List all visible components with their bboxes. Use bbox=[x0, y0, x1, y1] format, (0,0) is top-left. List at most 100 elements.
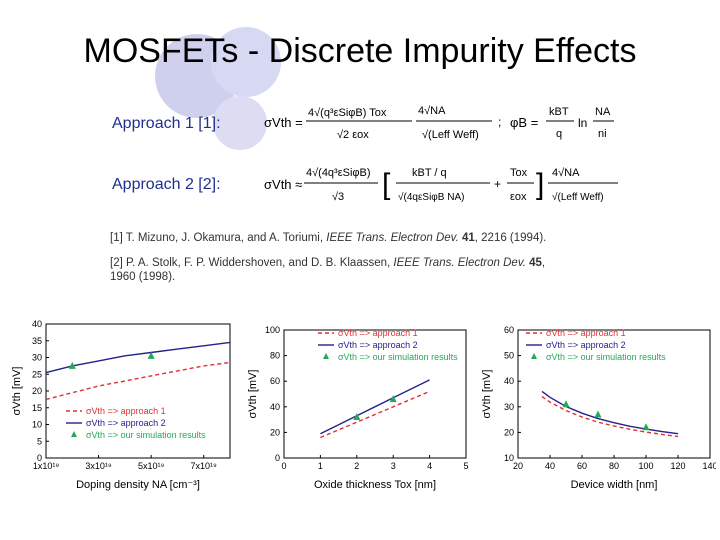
legend-label: σVth => approach 1 bbox=[338, 328, 418, 338]
chart-oxide-thickness: 0 20 40 60 80 100 0 1 2 3 4 5 Oxide thickness Tox [n… bbox=[247, 325, 469, 491]
series-line-2 bbox=[320, 379, 430, 435]
series-line-1 bbox=[45, 361, 231, 401]
f1-root-num: 4√NA bbox=[418, 105, 446, 117]
x-tick-label: 5 bbox=[463, 461, 468, 471]
legend-label: σVth => approach 2 bbox=[86, 418, 166, 428]
approach-2-label: Approach 2 [2]: bbox=[112, 176, 221, 193]
y-tick-label: 100 bbox=[265, 325, 280, 335]
x-tick-label: 140 bbox=[702, 461, 716, 471]
y-tick-label: 60 bbox=[270, 376, 280, 386]
formula-approach-2: σVth ≈ 4√(4q³εSiφB) √3 [ kBT / q √(4qεSi… bbox=[264, 167, 618, 203]
legend-swatch bbox=[71, 431, 77, 437]
f1-phi-num: kBT bbox=[549, 106, 569, 118]
data-point bbox=[594, 410, 602, 418]
y-tick-label: 10 bbox=[32, 420, 42, 430]
legend-label: σVth => our simulation results bbox=[338, 352, 458, 362]
x-tick-label: 5x10¹⁹ bbox=[138, 461, 165, 471]
data-point bbox=[68, 361, 76, 369]
ref2-rest: , bbox=[541, 257, 546, 269]
legend-swatch bbox=[323, 353, 329, 359]
f1-ln-den: ni bbox=[598, 128, 607, 140]
f1-ln: ln bbox=[578, 116, 587, 130]
y-tick-label: 80 bbox=[270, 351, 280, 361]
y-tick-label: 50 bbox=[504, 351, 514, 361]
x-axis-label: Oxide thickness Tox [nm] bbox=[314, 479, 436, 491]
x-tick-label: 1 bbox=[318, 461, 323, 471]
y-tick-label: 40 bbox=[32, 319, 42, 329]
series-line-2 bbox=[45, 341, 231, 374]
legend-swatch bbox=[531, 353, 537, 359]
y-tick-label: 15 bbox=[32, 403, 42, 413]
series-line-1 bbox=[320, 390, 430, 439]
y-tick-label: 25 bbox=[32, 369, 42, 379]
x-tick-label: 120 bbox=[670, 461, 685, 471]
f2-bracket-left: [ bbox=[382, 168, 391, 201]
x-axis-label: Doping density NA [cm⁻³] bbox=[76, 479, 200, 491]
y-axis-label: σVth [mV] bbox=[11, 367, 23, 416]
ref1-rest: , 2216 (1994). bbox=[474, 232, 547, 244]
f1-num: 4√(q³εSiφB) Tox bbox=[308, 107, 387, 119]
f2-bracket-right: ] bbox=[536, 168, 544, 201]
y-tick-label: 5 bbox=[37, 436, 42, 446]
reference-2: [2] P. A. Stolk, F. P. Widdershoven, and… bbox=[110, 256, 545, 284]
y-tick-label: 20 bbox=[32, 386, 42, 396]
ref2-journal: IEEE Trans. Electron Dev. bbox=[393, 257, 526, 269]
ref1-journal: IEEE Trans. Electron Dev. bbox=[326, 232, 459, 244]
formula-approach-1: σVth = 4√(q³εSiφB) Tox √2 εox 4√NA √(Lef… bbox=[264, 105, 614, 141]
x-tick-label: 7x10¹⁹ bbox=[191, 461, 218, 471]
f1-lhs: σVth = bbox=[264, 115, 303, 130]
f1-phi: φB = bbox=[510, 115, 538, 130]
series-line-1 bbox=[541, 396, 679, 438]
y-tick-label: 30 bbox=[504, 402, 514, 412]
x-tick-label: 40 bbox=[545, 461, 555, 471]
f1-phi-den: q bbox=[556, 128, 562, 140]
f2-root-num: 4√NA bbox=[552, 167, 580, 179]
ref1-volume: 41 bbox=[461, 232, 475, 244]
x-tick-label: 1x10¹⁹ bbox=[33, 461, 60, 471]
x-axis-label: Device width [nm] bbox=[571, 479, 658, 491]
legend-label: σVth => approach 2 bbox=[546, 340, 626, 350]
f2-plus: + bbox=[494, 177, 501, 191]
f2-lhs: σVth ≈ bbox=[264, 177, 302, 192]
deco-circle-2 bbox=[211, 27, 281, 97]
x-tick-label: 0 bbox=[281, 461, 286, 471]
f1-root-den: √(Leff Weff) bbox=[422, 129, 479, 141]
x-tick-label: 20 bbox=[513, 461, 523, 471]
x-tick-label: 80 bbox=[609, 461, 619, 471]
y-tick-label: 30 bbox=[32, 353, 42, 363]
data-point bbox=[562, 400, 570, 408]
f2-t1-den: √(4qεSiφB NA) bbox=[398, 191, 464, 203]
f1-ln-num: NA bbox=[595, 106, 611, 118]
data-point bbox=[389, 395, 397, 403]
f2-t1-num: kBT / q bbox=[412, 167, 447, 179]
data-point bbox=[642, 423, 650, 431]
y-axis-label: σVth [mV] bbox=[247, 370, 259, 419]
deco-circle-3 bbox=[213, 96, 267, 150]
approach-1-label: Approach 1 [1]: bbox=[112, 115, 221, 132]
x-tick-label: 2 bbox=[354, 461, 359, 471]
data-point bbox=[353, 413, 361, 421]
plot-frame bbox=[283, 329, 467, 459]
y-tick-label: 40 bbox=[504, 376, 514, 386]
y-tick-label: 0 bbox=[275, 453, 280, 463]
y-tick-label: 35 bbox=[32, 336, 42, 346]
series-line-2 bbox=[541, 390, 679, 435]
ref2-line2: 1960 (1998). bbox=[110, 271, 176, 283]
legend-label: σVth => approach 2 bbox=[338, 340, 418, 350]
x-tick-label: 100 bbox=[638, 461, 653, 471]
f2-t2-num: Tox bbox=[510, 167, 528, 179]
ref2-volume: 45 bbox=[529, 257, 542, 269]
f2-num: 4√(4q³εSiφB) bbox=[306, 167, 371, 179]
y-tick-label: 60 bbox=[504, 325, 514, 335]
f2-t2-den: εox bbox=[510, 191, 527, 203]
y-tick-label: 20 bbox=[270, 427, 280, 437]
y-axis-label: σVth [mV] bbox=[481, 370, 493, 419]
legend-label: σVth => our simulation results bbox=[546, 352, 666, 362]
y-tick-label: 0 bbox=[37, 453, 42, 463]
legend-label: σVth => approach 1 bbox=[546, 328, 626, 338]
x-tick-label: 4 bbox=[427, 461, 432, 471]
f1-den: √2 εox bbox=[337, 129, 369, 141]
y-tick-label: 20 bbox=[504, 427, 514, 437]
